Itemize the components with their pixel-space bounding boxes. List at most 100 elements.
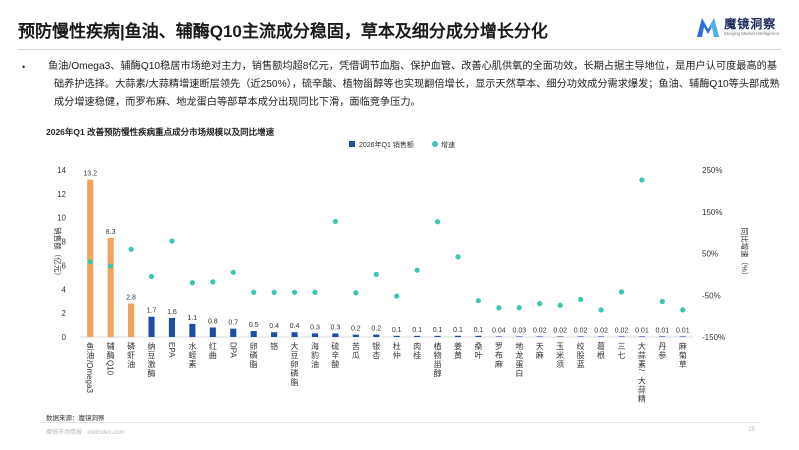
x-tick-label: 桑叶 — [474, 341, 482, 360]
bar-value-label: 0.2 — [371, 326, 381, 333]
y2-tick-label: -150% — [702, 333, 725, 342]
bar-value-label: 2.8 — [126, 295, 136, 302]
title-divider — [18, 49, 781, 50]
bar-value-label: 0.1 — [392, 327, 402, 334]
x-tick-label: 丹参 — [658, 342, 666, 360]
bar — [168, 317, 176, 337]
growth-point — [169, 238, 175, 244]
growth-point — [230, 269, 236, 275]
growth-point — [128, 246, 134, 252]
x-tick-label: 植物甾醇 — [434, 341, 442, 378]
growth-point — [659, 298, 665, 305]
bar — [291, 332, 298, 337]
growth-point — [455, 254, 461, 260]
growth-point — [271, 289, 277, 295]
growth-point — [557, 302, 563, 308]
logo-icon — [697, 18, 720, 37]
bar — [230, 328, 237, 337]
y2-axis-title: 同比增速（%） — [740, 228, 750, 280]
x-tick-label: 杜仲 — [393, 341, 401, 360]
growth-point — [291, 289, 298, 295]
bar — [87, 179, 94, 337]
y2-tick-label: 250% — [702, 166, 722, 175]
bar — [373, 334, 380, 337]
bar-value-label: 0.4 — [290, 323, 300, 330]
summary-block: • 鱼油/Omega3、辅酶Q10稳居市场绝对主力，销售额均超8亿元，凭借调节血… — [22, 58, 780, 112]
bar — [638, 336, 645, 337]
bar — [434, 335, 441, 337]
x-tick-label: 绞股蓝 — [577, 341, 585, 369]
page-title: 预防慢性疾病|鱼油、辅酶Q10主流成分稳固，草本及细分成分增长分化 — [18, 22, 548, 41]
y-tick-label: 12 — [57, 190, 66, 199]
x-tick-label: 磷虾油 — [127, 341, 135, 369]
x-tick-label: 肉桂 — [413, 341, 421, 360]
y2-tick-label: 150% — [702, 208, 722, 217]
bar — [189, 323, 196, 337]
bar — [577, 336, 584, 337]
bar — [271, 332, 278, 337]
bar-value-label: 0.02 — [533, 327, 547, 334]
y-tick-label: 10 — [57, 214, 66, 223]
x-tick-label-latin: /Omega3 — [85, 360, 94, 393]
growth-point — [598, 307, 604, 313]
bar — [250, 331, 257, 337]
bar-value-label: 0.03 — [513, 327, 527, 334]
x-tick-label: 海豹油 — [311, 341, 319, 369]
growth-point — [210, 279, 216, 285]
growth-point — [475, 298, 482, 304]
growth-point — [312, 289, 318, 295]
growth-point — [434, 219, 441, 225]
x-tick-label-latin: / — [637, 369, 646, 372]
bar-value-label: 0.3 — [331, 324, 341, 331]
x-tick-label: 水蛭素 — [188, 341, 196, 369]
x-tick-label: 天麻 — [536, 342, 544, 360]
bar — [414, 335, 421, 337]
x-tick-label: 铬 — [270, 341, 278, 351]
x-tick-label-latin: Q10 — [106, 360, 115, 376]
y-tick-label: 4 — [62, 285, 67, 294]
growth-point — [108, 263, 114, 269]
bar — [516, 336, 523, 337]
bar — [475, 335, 482, 337]
bar-value-label: 0.1 — [453, 327, 463, 334]
x-tick-label: 玉米须 — [556, 342, 564, 369]
footer-divider — [40, 422, 759, 423]
bar-value-label: 1.1 — [188, 315, 198, 322]
bar — [618, 336, 625, 337]
y-tick-label: 2 — [62, 309, 67, 318]
bar-value-label: 0.8 — [208, 318, 218, 325]
bar — [393, 335, 400, 337]
x-tick-label: 葛根 — [597, 341, 605, 360]
growth-point — [373, 271, 379, 277]
y-tick-label: 8 — [62, 238, 67, 247]
x-tick-label-latin: DPA — [228, 342, 237, 359]
x-tick-label: 姜黄 — [454, 341, 462, 360]
bar — [352, 334, 359, 337]
growth-point — [332, 218, 339, 224]
y-tick-label: 14 — [57, 166, 66, 175]
bar-value-label: 0.02 — [553, 327, 567, 334]
bar-value-label: 0.01 — [676, 327, 690, 334]
y2-tick-label: -50% — [702, 291, 721, 300]
bar — [597, 336, 605, 337]
x-tick-label: 红曲 — [209, 341, 217, 360]
x-tick-label: 苦瓜 — [352, 341, 360, 360]
legend-growth-swatch — [432, 141, 438, 147]
bar-value-label: 0.4 — [269, 323, 279, 330]
x-tick-label: 银杏 — [372, 341, 380, 360]
bar-value-label: 0.5 — [249, 322, 259, 329]
growth-point — [394, 293, 400, 299]
legend-sales-swatch — [349, 141, 355, 147]
bar-value-label: 0.2 — [351, 326, 361, 333]
growth-point — [414, 267, 420, 273]
bar — [536, 336, 543, 337]
bar — [454, 335, 462, 337]
growth-point — [639, 177, 645, 183]
x-tick-label: 辅酶 — [107, 341, 115, 360]
y-tick-label: 6 — [62, 261, 67, 270]
x-tick-label: 硫辛酸 — [331, 341, 339, 369]
bar — [107, 237, 114, 337]
page-number: 25 — [748, 427, 755, 433]
footer-site: 魔镜市场情报 · mktindex.com — [46, 430, 125, 436]
legend-sales-label: 2026年Q1 销售额 — [359, 140, 414, 149]
